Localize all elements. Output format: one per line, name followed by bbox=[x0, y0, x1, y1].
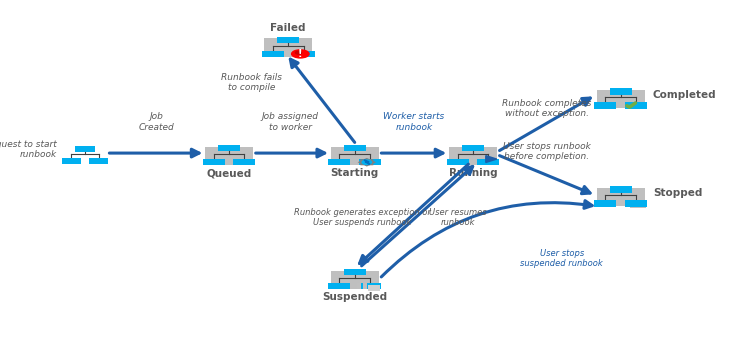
Circle shape bbox=[362, 160, 372, 164]
FancyBboxPatch shape bbox=[368, 285, 381, 291]
Text: Running: Running bbox=[449, 169, 497, 179]
FancyBboxPatch shape bbox=[462, 145, 484, 151]
Text: Runbook fails
to compile: Runbook fails to compile bbox=[221, 73, 282, 92]
Text: User stops
suspended runbook: User stops suspended runbook bbox=[520, 249, 603, 268]
FancyBboxPatch shape bbox=[328, 283, 350, 289]
Text: Runbook generates exception or
User suspends runbook: Runbook generates exception or User susp… bbox=[293, 208, 431, 227]
FancyBboxPatch shape bbox=[630, 203, 647, 208]
FancyBboxPatch shape bbox=[293, 51, 315, 57]
Text: Runbook completes
without exception.: Runbook completes without exception. bbox=[503, 99, 591, 118]
Polygon shape bbox=[358, 158, 376, 166]
Polygon shape bbox=[486, 155, 497, 162]
FancyBboxPatch shape bbox=[359, 159, 381, 165]
FancyBboxPatch shape bbox=[625, 200, 647, 207]
FancyBboxPatch shape bbox=[218, 145, 240, 151]
FancyBboxPatch shape bbox=[330, 271, 379, 289]
FancyBboxPatch shape bbox=[61, 158, 81, 164]
FancyBboxPatch shape bbox=[610, 88, 632, 95]
Circle shape bbox=[296, 51, 302, 54]
FancyBboxPatch shape bbox=[89, 158, 109, 164]
FancyBboxPatch shape bbox=[594, 102, 616, 109]
FancyBboxPatch shape bbox=[358, 283, 361, 289]
FancyBboxPatch shape bbox=[202, 159, 225, 165]
Text: Failed: Failed bbox=[270, 23, 306, 33]
FancyBboxPatch shape bbox=[344, 269, 366, 275]
FancyBboxPatch shape bbox=[234, 159, 256, 165]
FancyBboxPatch shape bbox=[446, 159, 469, 165]
FancyBboxPatch shape bbox=[596, 188, 645, 206]
Text: Worker starts
runbook: Worker starts runbook bbox=[384, 112, 444, 132]
FancyBboxPatch shape bbox=[359, 283, 381, 289]
Text: Starting: Starting bbox=[330, 169, 379, 179]
FancyBboxPatch shape bbox=[363, 283, 367, 289]
FancyBboxPatch shape bbox=[264, 39, 313, 56]
FancyBboxPatch shape bbox=[75, 146, 95, 152]
FancyBboxPatch shape bbox=[610, 186, 632, 193]
FancyBboxPatch shape bbox=[477, 159, 500, 165]
Text: Stopped: Stopped bbox=[653, 188, 702, 198]
FancyBboxPatch shape bbox=[262, 51, 284, 57]
Text: Suspended: Suspended bbox=[322, 292, 387, 302]
Text: !: ! bbox=[298, 49, 302, 59]
Text: Request to start
runbook: Request to start runbook bbox=[0, 140, 57, 159]
FancyBboxPatch shape bbox=[205, 147, 253, 165]
FancyBboxPatch shape bbox=[330, 147, 379, 165]
Text: User stops runbook
before completion.: User stops runbook before completion. bbox=[503, 142, 590, 161]
FancyBboxPatch shape bbox=[596, 90, 645, 108]
Text: Completed: Completed bbox=[653, 90, 716, 100]
Text: User resumes
runbook: User resumes runbook bbox=[429, 208, 487, 227]
FancyBboxPatch shape bbox=[344, 145, 366, 151]
FancyBboxPatch shape bbox=[594, 200, 616, 207]
FancyBboxPatch shape bbox=[328, 159, 350, 165]
FancyBboxPatch shape bbox=[625, 102, 647, 109]
Text: Job
Created: Job Created bbox=[139, 112, 174, 132]
FancyBboxPatch shape bbox=[449, 147, 497, 165]
Circle shape bbox=[292, 50, 309, 58]
Text: Job assigned
to worker: Job assigned to worker bbox=[262, 112, 319, 132]
FancyBboxPatch shape bbox=[277, 36, 299, 43]
Text: Queued: Queued bbox=[206, 169, 252, 179]
